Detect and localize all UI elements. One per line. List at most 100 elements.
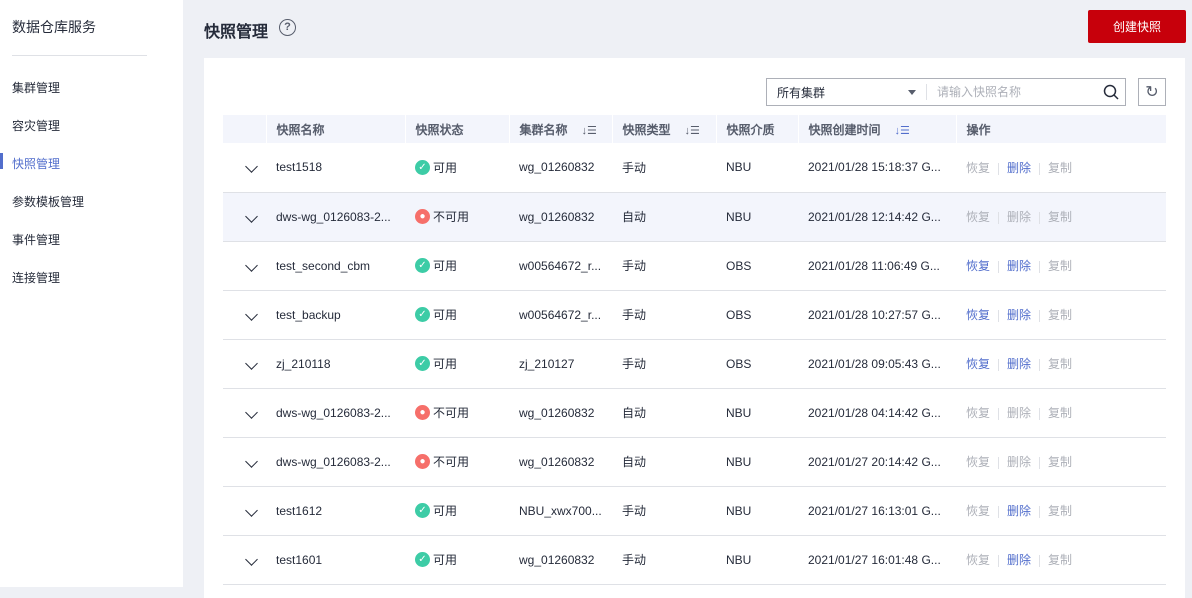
check-circle-icon: ✓: [415, 356, 430, 371]
table-row: dws-wg_0126083-2... ● 不可用 wg_01260832 自动 …: [223, 388, 1166, 438]
divider: [998, 554, 1000, 567]
sidebar-item[interactable]: 事件管理: [12, 233, 61, 247]
restore-button[interactable]: 恢复: [966, 504, 991, 518]
restore-button[interactable]: 恢复: [966, 308, 991, 322]
expand-cell[interactable]: [223, 486, 266, 536]
snapshot-search-input[interactable]: [927, 85, 1097, 99]
expand-cell[interactable]: [223, 388, 266, 438]
restore-button[interactable]: 恢复: [966, 406, 991, 420]
check-circle-icon: ✓: [415, 307, 430, 322]
sort-icon[interactable]: ↓☰: [581, 124, 597, 137]
snapshot-name: test1601: [266, 535, 405, 585]
chevron-down-icon[interactable]: [245, 356, 258, 370]
chevron-down-icon[interactable]: [245, 454, 258, 468]
restore-button[interactable]: 恢复: [966, 357, 991, 371]
restore-button[interactable]: 恢复: [966, 160, 991, 175]
sort-icon[interactable]: ↓☰: [684, 124, 700, 137]
copy-button[interactable]: 复制: [1048, 160, 1073, 175]
copy-button[interactable]: 复制: [1048, 406, 1073, 420]
status-text: 可用: [433, 308, 458, 322]
search-icon[interactable]: [1097, 84, 1125, 100]
expand-cell[interactable]: [223, 192, 266, 242]
sort-desc-icon[interactable]: ↓☰: [894, 124, 910, 137]
check-circle-icon: ✓: [415, 258, 430, 273]
expand-cell[interactable]: [223, 437, 266, 487]
refresh-icon: ↻: [1145, 84, 1159, 101]
expand-cell[interactable]: [223, 290, 266, 340]
delete-button[interactable]: 删除: [1007, 308, 1032, 322]
delete-button[interactable]: 删除: [1007, 160, 1032, 175]
cluster-name: wg_01260832: [509, 535, 612, 585]
divider: [1039, 456, 1041, 469]
page-title: 快照管理: [204, 24, 269, 41]
chevron-down-icon[interactable]: [245, 209, 258, 223]
sidebar-item[interactable]: 参数模板管理: [12, 195, 85, 209]
chevron-down-icon[interactable]: [245, 160, 258, 174]
divider: [1039, 505, 1041, 518]
chevron-down-icon[interactable]: [245, 503, 258, 517]
check-circle-icon: ✓: [415, 159, 430, 175]
copy-button[interactable]: 复制: [1048, 504, 1073, 518]
cluster-select[interactable]: 所有集群: [767, 84, 927, 100]
status-cell: ✓ 可用: [405, 241, 509, 291]
created-time: 2021/01/27 20:14:42 G...: [798, 437, 956, 487]
snapshot-name: test_second_cbm: [266, 241, 405, 291]
restore-button[interactable]: 恢复: [966, 455, 991, 469]
snapshot-name: test_backup: [266, 290, 405, 340]
copy-button[interactable]: 复制: [1048, 259, 1073, 273]
create-snapshot-button[interactable]: 创建快照: [1088, 10, 1186, 43]
delete-button[interactable]: 删除: [1007, 210, 1032, 224]
error-icon: ●: [415, 454, 430, 469]
restore-button[interactable]: 恢复: [966, 553, 991, 567]
status-cell: ✓ 可用: [405, 339, 509, 389]
delete-button[interactable]: 删除: [1007, 357, 1032, 371]
status-text: 可用: [433, 553, 458, 567]
copy-button[interactable]: 复制: [1048, 553, 1073, 567]
divider: [998, 456, 1000, 469]
expand-cell[interactable]: [223, 143, 266, 193]
sidebar-item[interactable]: 容灾管理: [12, 119, 61, 133]
divider: [12, 55, 147, 56]
delete-button[interactable]: 删除: [1007, 504, 1032, 518]
check-circle-icon: ✓: [415, 503, 430, 518]
cluster-name: wg_01260832: [509, 437, 612, 487]
snapshot-type: 手动: [612, 486, 716, 536]
copy-button[interactable]: 复制: [1048, 357, 1073, 371]
copy-button[interactable]: 复制: [1048, 308, 1073, 322]
snapshot-type: 手动: [612, 339, 716, 389]
restore-button[interactable]: 恢复: [966, 259, 991, 273]
divider: [998, 407, 1000, 420]
snapshot-table: 快照名称 快照状态 集群名称 ↓☰ 快照类型 ↓☰ 快照介质 快照创建时间 ↓☰ 操作 test1…: [223, 115, 1167, 585]
chevron-down-icon[interactable]: [245, 258, 258, 272]
sidebar-item[interactable]: 连接管理: [12, 271, 61, 285]
actions-cell: 恢复 删除 复制: [956, 241, 1166, 291]
divider: [998, 162, 1000, 175]
refresh-button[interactable]: ↻: [1138, 78, 1166, 106]
chevron-down-icon[interactable]: [245, 307, 258, 321]
copy-button[interactable]: 复制: [1048, 455, 1073, 469]
cluster-name: w00564672_r...: [509, 290, 612, 340]
chevron-down-icon[interactable]: [245, 552, 258, 566]
restore-button[interactable]: 恢复: [966, 210, 991, 224]
question-circle-icon[interactable]: ?: [279, 19, 296, 36]
column-header: 集群名称 ↓☰: [509, 115, 613, 143]
snapshot-type: 自动: [612, 192, 716, 242]
sidebar-item[interactable]: 集群管理: [12, 81, 61, 95]
expand-cell[interactable]: [223, 241, 266, 291]
cluster-select-value: 所有集群: [777, 85, 826, 100]
delete-button[interactable]: 删除: [1007, 259, 1032, 273]
chevron-down-icon[interactable]: [245, 405, 258, 419]
column-header: 快照创建时间 ↓☰: [798, 115, 957, 143]
sidebar-item[interactable]: 快照管理: [12, 157, 61, 171]
expand-cell[interactable]: [223, 535, 266, 585]
copy-button[interactable]: 复制: [1048, 210, 1073, 224]
delete-button[interactable]: 删除: [1007, 455, 1032, 469]
column-header: 快照状态: [405, 115, 510, 143]
snapshot-name: test1518: [266, 143, 405, 193]
delete-button[interactable]: 删除: [1007, 553, 1032, 567]
delete-button[interactable]: 删除: [1007, 406, 1032, 420]
status-text: 不可用: [433, 455, 470, 469]
column-header: 快照类型 ↓☰: [612, 115, 717, 143]
expand-cell[interactable]: [223, 339, 266, 389]
actions-cell: 恢复 删除 复制: [956, 290, 1166, 340]
